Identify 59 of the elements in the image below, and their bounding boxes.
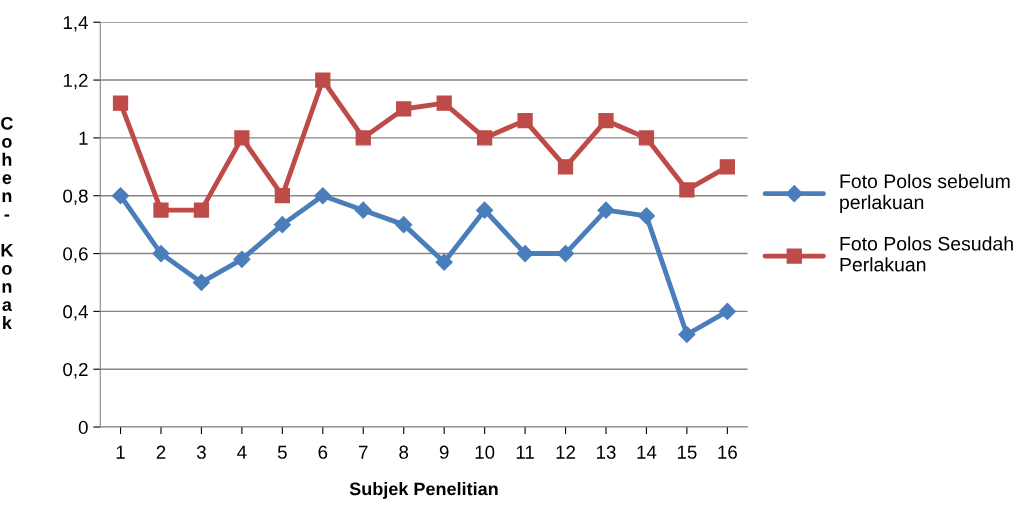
y-tick-label: 0,6 <box>63 247 88 263</box>
point <box>679 182 695 198</box>
x-tick-label: 12 <box>556 445 576 459</box>
y-tick-label: 0,8 <box>63 189 88 205</box>
text: Cohen- Konak <box>1 116 14 330</box>
point <box>274 188 290 204</box>
point <box>598 112 614 129</box>
x-tick-label: 14 <box>637 445 657 459</box>
point <box>719 159 735 175</box>
y-tick-label: 1 <box>79 131 88 145</box>
point <box>638 130 655 146</box>
x-axis-title: Subjek Penelitian <box>349 482 498 499</box>
point <box>153 202 169 218</box>
point <box>718 302 736 320</box>
point <box>193 202 210 218</box>
x-tick-label: 7 <box>359 445 368 459</box>
point <box>476 201 494 219</box>
point <box>315 72 331 88</box>
point <box>436 95 452 111</box>
point <box>273 216 291 234</box>
x-tick-label: 3 <box>196 445 206 459</box>
point <box>517 112 533 129</box>
x-tick-label: 13 <box>596 445 616 459</box>
point <box>678 325 696 344</box>
x-tick-label: 15 <box>677 445 697 459</box>
legend-label: Foto Polos Sesudah Perlakuan <box>840 236 1013 272</box>
point <box>396 101 412 117</box>
point <box>234 130 250 146</box>
x-tick-label: 9 <box>439 445 449 459</box>
point <box>355 130 371 146</box>
point <box>354 201 372 219</box>
x-tick-label: 2 <box>156 445 166 459</box>
x-tick-label: 16 <box>718 445 737 459</box>
y-tick-label: 1,4 <box>63 16 88 32</box>
point <box>233 250 251 268</box>
x-tick-label: 6 <box>318 445 328 459</box>
x-tick-label: 10 <box>475 445 495 459</box>
point <box>557 159 574 175</box>
point <box>152 244 170 263</box>
x-tick-label: 1 <box>116 445 125 459</box>
point <box>476 130 493 146</box>
y-tick-label: 1,2 <box>63 73 88 90</box>
point <box>395 216 413 234</box>
point <box>516 244 534 263</box>
point <box>314 187 332 205</box>
point <box>111 187 130 205</box>
point <box>112 95 129 111</box>
point <box>192 273 210 292</box>
x-tick-label: 8 <box>399 445 409 459</box>
legend-label: Foto Polos sebelum perlakuan <box>840 173 1010 213</box>
y-tick-label: 0 <box>78 420 88 435</box>
y-tick-label: 0,4 <box>63 305 88 321</box>
y-tick-label: 0,2 <box>63 362 88 379</box>
point <box>435 253 453 271</box>
point <box>637 207 655 225</box>
x-tick-label: 11 <box>516 445 534 459</box>
point <box>597 201 615 219</box>
x-tick-label: 4 <box>237 445 247 459</box>
x-tick-label: 5 <box>277 445 287 459</box>
